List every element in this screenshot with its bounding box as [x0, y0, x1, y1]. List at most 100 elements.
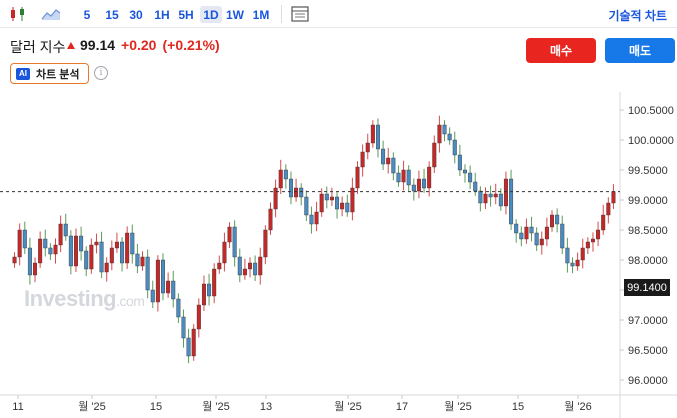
candle-body [335, 196, 340, 210]
candle-body [120, 241, 125, 264]
candle-body [529, 226, 534, 234]
price-chart[interactable]: 100.5000 100.0000 99.5000 99.0000 98.5000 98.… [0, 92, 677, 418]
candle-body [304, 196, 309, 216]
candle-body [186, 337, 191, 357]
info-icon[interactable]: i [94, 66, 108, 80]
candle-body [125, 232, 130, 264]
x-tick-label: 월 '26 [564, 400, 592, 413]
price-change: +0.20 [121, 37, 157, 53]
candle-body [575, 259, 580, 267]
timeframe-1m[interactable]: 1M [252, 7, 270, 22]
price-change-percent: (+0.21%) [162, 37, 220, 53]
candle-body [263, 229, 268, 258]
candle-body [171, 280, 176, 300]
candle-body [242, 268, 247, 276]
candle-body [299, 187, 304, 198]
candle-body [519, 232, 524, 240]
ai-chart-analysis-button[interactable]: AI 차트 분석 [10, 63, 89, 84]
timeframe-1h[interactable]: 1H [154, 7, 170, 22]
indicators-icon[interactable] [290, 4, 310, 24]
timeframe-1d[interactable]: 1D [200, 6, 222, 23]
candle-body [94, 241, 99, 246]
last-price-label: 99.1400 [624, 279, 670, 296]
investing-watermark: Investing.com [24, 286, 145, 311]
y-tick-label: 98.5000 [628, 225, 668, 237]
candle-body [145, 256, 150, 291]
chart-canvas: 100.5000 100.0000 99.5000 99.0000 98.5000 98.… [0, 92, 677, 418]
candle-body [503, 178, 508, 207]
y-tick-label: 99.5000 [628, 165, 668, 177]
candle-body [381, 148, 386, 165]
candle-body [396, 172, 401, 183]
candle-body [63, 223, 68, 237]
candle-body [150, 289, 155, 303]
candle-body [166, 280, 171, 294]
candle-body [319, 193, 324, 213]
candle-body [232, 226, 237, 258]
candle-body [207, 283, 212, 297]
candle-body [355, 166, 360, 189]
area-chart-icon[interactable] [40, 4, 62, 24]
candle-body [278, 169, 283, 189]
candle-body [539, 238, 544, 246]
sell-button[interactable]: 매도 [605, 38, 675, 63]
candle-body [176, 298, 181, 318]
candle-body [38, 238, 43, 264]
candle-body [68, 235, 73, 267]
candle-body [340, 202, 345, 210]
candle-body [258, 256, 263, 276]
x-tick-label: 월 '25 [334, 400, 362, 413]
ai-icon: AI [16, 67, 30, 80]
candle-body [73, 235, 78, 267]
candle-body [401, 169, 406, 183]
x-tick-label: 11 [12, 401, 23, 413]
timeframe-30[interactable]: 30 [129, 7, 143, 22]
candle-body [498, 193, 503, 207]
candlestick-icon[interactable] [8, 4, 28, 24]
candle-body [524, 226, 529, 240]
candle-body [416, 178, 421, 192]
candle-body [411, 184, 416, 192]
chart-toolbar: 5 15 30 1H 5H 1D 1W 1M 기술적 차트 [0, 0, 677, 28]
candle-body [155, 259, 160, 303]
candle-body [12, 256, 17, 264]
timeframe-5h[interactable]: 5H [178, 7, 194, 22]
candle-body [427, 166, 432, 189]
candle-body [48, 247, 53, 255]
candle-body [89, 244, 94, 270]
candle-body [570, 262, 575, 267]
candle-body [294, 187, 299, 198]
candle-body [596, 229, 601, 240]
candle-body [422, 178, 427, 189]
technical-chart-link[interactable]: 기술적 차트 [608, 9, 667, 23]
buy-button[interactable]: 매수 [526, 38, 596, 63]
candle-body [370, 124, 375, 144]
candle-body [457, 154, 462, 171]
candle-body [227, 226, 232, 243]
timeframe-5[interactable]: 5 [83, 7, 91, 22]
candle-body [560, 223, 565, 249]
candle-body [406, 169, 411, 186]
candle-body [437, 124, 442, 144]
x-tick-label: 15 [150, 401, 162, 413]
candle-body [212, 268, 217, 297]
x-tick-label: 월 '25 [202, 400, 230, 413]
candle-body [365, 142, 370, 153]
timeframe-1w[interactable]: 1W [226, 7, 244, 22]
candle-body [53, 244, 58, 255]
candle-body [237, 256, 242, 276]
candle-body [585, 241, 590, 249]
candle-body [104, 262, 109, 273]
candle-body [534, 232, 539, 246]
y-tick-label: 96.5000 [628, 345, 668, 357]
candle-body [288, 178, 293, 198]
candle-body [468, 172, 473, 183]
timeframe-15[interactable]: 15 [105, 7, 119, 22]
candle-body [33, 262, 38, 276]
y-tick-label: 100.5000 [628, 105, 674, 117]
candle-body [109, 247, 114, 264]
candle-body [27, 247, 32, 276]
x-tick-label: 13 [260, 401, 272, 413]
candle-body [22, 229, 27, 249]
candle-body [283, 169, 288, 180]
